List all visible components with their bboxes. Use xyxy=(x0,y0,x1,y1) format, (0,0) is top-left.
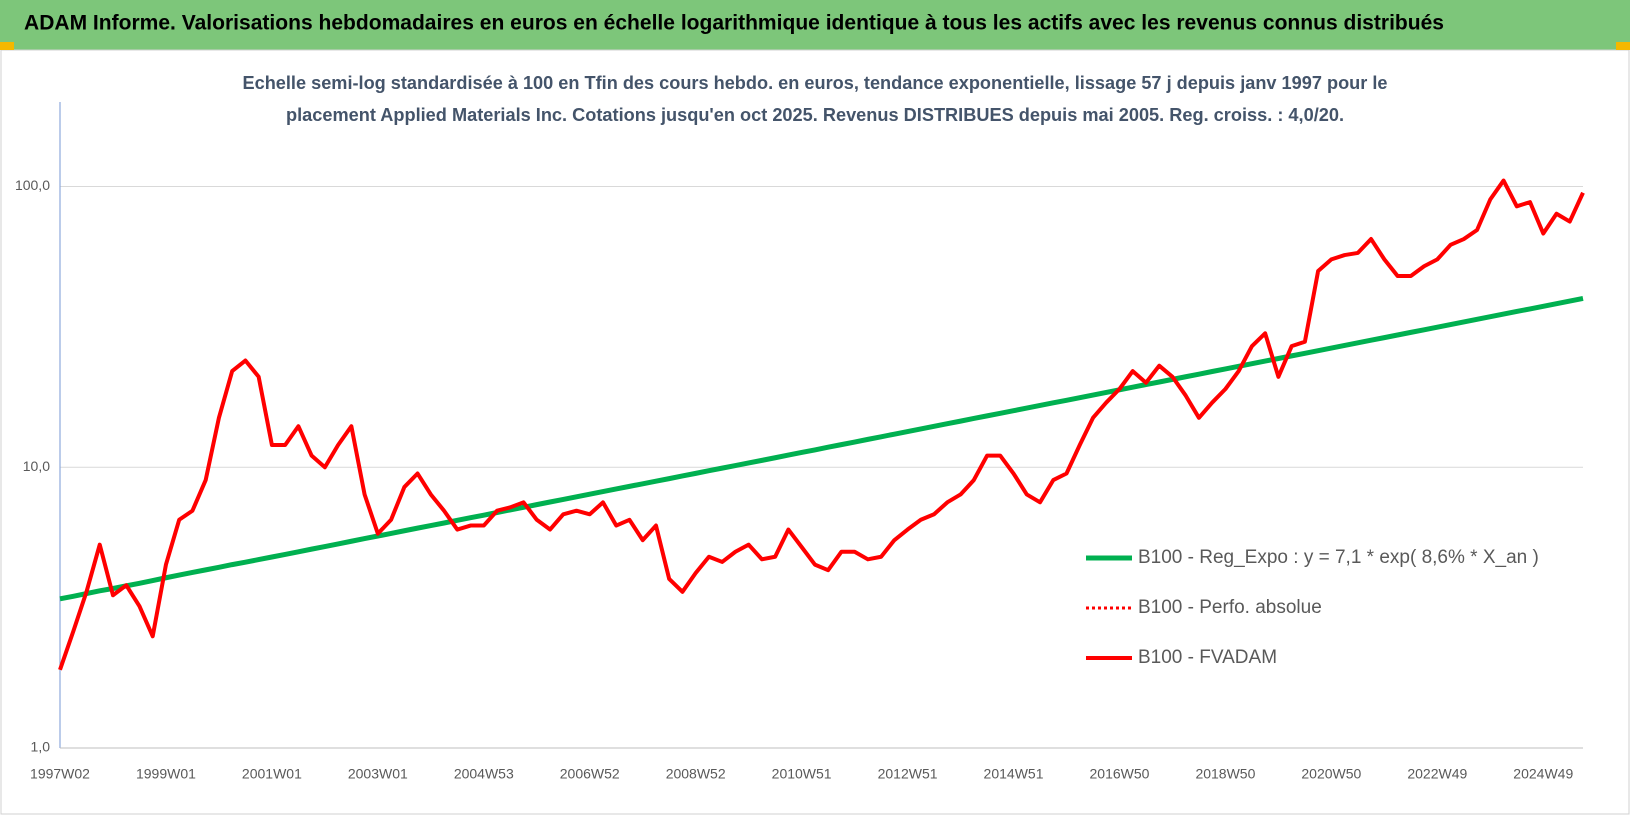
x-tick-label: 2014W51 xyxy=(984,766,1044,782)
y-tick-label: 10,0 xyxy=(23,458,50,474)
legend-label: B100 - Reg_Expo : y = 7,1 * exp( 8,6% * … xyxy=(1138,547,1539,568)
legend-label: B100 - FVADAM xyxy=(1138,647,1277,668)
x-tick-label: 2004W53 xyxy=(454,766,514,782)
corner xyxy=(1616,42,1630,50)
plot-area: 1,0 10,0 100,0 1997W02 1999W01 2001W01 2003W01… xyxy=(15,102,1585,782)
x-tick-label: 2012W51 xyxy=(878,766,938,782)
header-bar xyxy=(0,0,1630,50)
x-tick-label: 2020W50 xyxy=(1301,766,1361,782)
chart-subtitle: Echelle semi-log standardisée à 100 en T… xyxy=(243,73,1388,93)
legend: B100 - Reg_Expo : y = 7,1 * exp( 8,6% * … xyxy=(1086,547,1539,668)
legend-label: B100 - Perfo. absolue xyxy=(1138,597,1322,618)
chart-subtitle: placement Applied Materials Inc. Cotatio… xyxy=(286,105,1344,125)
x-tick-label: 2006W52 xyxy=(560,766,620,782)
series-line xyxy=(58,178,1585,671)
y-tick-label: 1,0 xyxy=(31,739,51,755)
chart-title: ADAM Informe. Valorisations hebdomadaire… xyxy=(24,12,1444,35)
x-tick-label: 2010W51 xyxy=(772,766,832,782)
x-tick-label: 2001W01 xyxy=(242,766,302,782)
x-tick-label: 2016W50 xyxy=(1090,766,1150,782)
x-tick-label: 2022W49 xyxy=(1407,766,1467,782)
x-tick-label: 1997W02 xyxy=(30,766,90,782)
y-tick-label: 100,0 xyxy=(15,177,50,193)
x-tick-label: 2008W52 xyxy=(666,766,726,782)
x-tick-label: 1999W01 xyxy=(136,766,196,782)
frame xyxy=(0,49,1630,815)
corner xyxy=(0,42,14,50)
x-tick-label: 2018W50 xyxy=(1195,766,1255,782)
x-tick-label: 2003W01 xyxy=(348,766,408,782)
x-tick-label: 2024W49 xyxy=(1513,766,1573,782)
series-line xyxy=(59,295,1584,602)
